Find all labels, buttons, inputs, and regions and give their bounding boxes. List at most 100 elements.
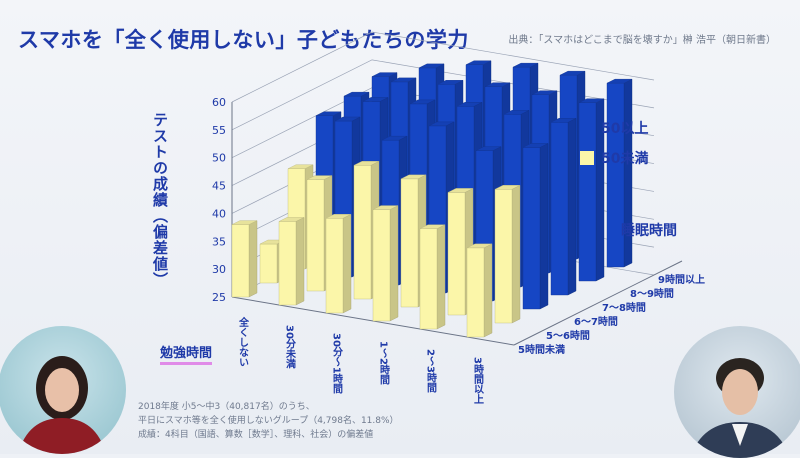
chart-legend: 50以上 50未満 — [580, 118, 648, 178]
bar-side — [248, 220, 258, 298]
bar — [550, 117, 577, 296]
bar-top — [503, 110, 530, 115]
bar-top — [381, 135, 408, 141]
bar-top — [353, 161, 380, 166]
presenter-video-right — [674, 326, 800, 458]
bar — [419, 224, 446, 330]
bar-top — [372, 205, 399, 210]
bar-top — [447, 188, 474, 193]
z-tick-label: 7〜8時間 — [602, 301, 646, 314]
bar-side — [539, 143, 549, 310]
bar-top — [315, 111, 342, 116]
bar-side — [483, 243, 493, 338]
legend-item-low: 50未満 — [580, 148, 648, 168]
bar-top — [231, 220, 258, 225]
bar-top — [278, 217, 305, 222]
bar-top — [409, 99, 436, 105]
bar-side — [389, 205, 399, 322]
bar-top — [494, 185, 521, 190]
presenter-video-left — [0, 326, 126, 454]
y-tick-label: 60 — [212, 96, 226, 109]
bar-side — [511, 184, 521, 324]
bar-side — [436, 224, 446, 330]
bar-top — [522, 143, 549, 148]
bar-top — [334, 116, 361, 122]
bar-side — [567, 117, 577, 296]
bar-top — [484, 82, 511, 87]
z-tick-label: 5〜6時間 — [546, 329, 590, 342]
bar-top — [400, 174, 427, 180]
x-axis-title: 勉強時間 — [160, 342, 213, 365]
bar-top — [390, 77, 417, 83]
bar-front — [306, 179, 325, 292]
bar-top — [371, 72, 398, 77]
footnote: 2018年度 小5〜中3（40,817名）のうち、 平日にスマホ等を全く使用しな… — [138, 400, 399, 442]
x-tick-label: 3時間以上 — [472, 357, 484, 404]
z-tick-label: 6〜7時間 — [574, 315, 618, 328]
y-tick-label: 35 — [212, 235, 226, 248]
bar — [278, 217, 305, 306]
bar-front — [522, 147, 541, 310]
y-axis-title: テストの成績（偏差値） — [151, 112, 169, 288]
x-tick-label: 1〜2時間 — [378, 341, 390, 386]
x-tick-label: 2〜3時間 — [425, 349, 437, 394]
bar-front — [419, 228, 438, 330]
bar-top — [418, 63, 445, 69]
y-tick-label: 30 — [212, 263, 226, 276]
bar-front — [494, 189, 513, 324]
bar-top — [475, 146, 502, 151]
bar-top — [466, 243, 493, 249]
bar-side — [295, 217, 305, 306]
x-tick-label: 30分未満 — [284, 325, 297, 370]
slide-title: スマホを「全く使用しない」子どもたちの学力 — [18, 28, 469, 52]
bar-top — [465, 60, 492, 65]
bar-side — [342, 213, 352, 314]
bar-top — [306, 175, 333, 180]
bar-top — [437, 80, 464, 85]
bar-top — [512, 62, 539, 68]
bar-front — [259, 243, 278, 284]
legend-label-high: 50以上 — [601, 121, 649, 137]
bar-front — [325, 218, 344, 314]
legend-swatch-high — [580, 121, 594, 135]
bar-top — [325, 214, 352, 219]
footnote-line-3: 成績：4科目（国語、算数［数学］、理科、社会）の偏差値 — [138, 430, 374, 440]
y-tick-label: 50 — [212, 152, 226, 165]
presenter-avatar-left — [18, 356, 106, 454]
y-tick-label: 40 — [212, 207, 226, 220]
legend-label-low: 50未満 — [601, 151, 649, 167]
bar-top — [578, 98, 605, 103]
bar — [606, 78, 633, 268]
bar-front — [550, 122, 569, 296]
footnote-line-1: 2018年度 小5〜中3（40,817名）のうち、 — [138, 402, 315, 412]
y-tick-label: 55 — [212, 124, 226, 137]
bar-top — [362, 97, 389, 102]
x-tick-label: 全くしない — [237, 316, 250, 367]
z-axis-line — [513, 260, 683, 346]
presenter-avatar-right — [690, 358, 790, 458]
bar-front — [372, 209, 391, 322]
z-tick-label: 8〜9時間 — [630, 287, 674, 300]
bar-top — [531, 90, 558, 95]
bar-front — [400, 178, 419, 308]
z-tick-label: 5時間未満 — [518, 343, 565, 356]
z-tick-label: 9時間以上 — [658, 273, 705, 286]
bar-top — [287, 164, 314, 169]
bar-front — [231, 224, 250, 298]
legend-swatch-low — [580, 151, 594, 165]
legend-item-high: 50以上 — [580, 118, 648, 138]
gridline — [231, 31, 655, 103]
footnote-line-2: 平日にスマホ等を全く使用しないグループ（4,798名、11.8%） — [138, 416, 399, 426]
y-tick-label: 45 — [212, 180, 226, 193]
bar-front — [278, 221, 297, 306]
bar — [466, 243, 493, 338]
bar-top — [550, 118, 577, 123]
y-tick-label: 25 — [212, 291, 226, 304]
bar — [578, 98, 605, 282]
bar-front — [447, 192, 466, 316]
x-tick-label: 30分〜1時間 — [331, 333, 343, 395]
bar-top — [559, 70, 586, 76]
source-credit: 出典：「スマホはどこまで脳を壊すか」榊 浩平（朝日新書） — [508, 35, 776, 46]
bar-top — [456, 102, 483, 107]
